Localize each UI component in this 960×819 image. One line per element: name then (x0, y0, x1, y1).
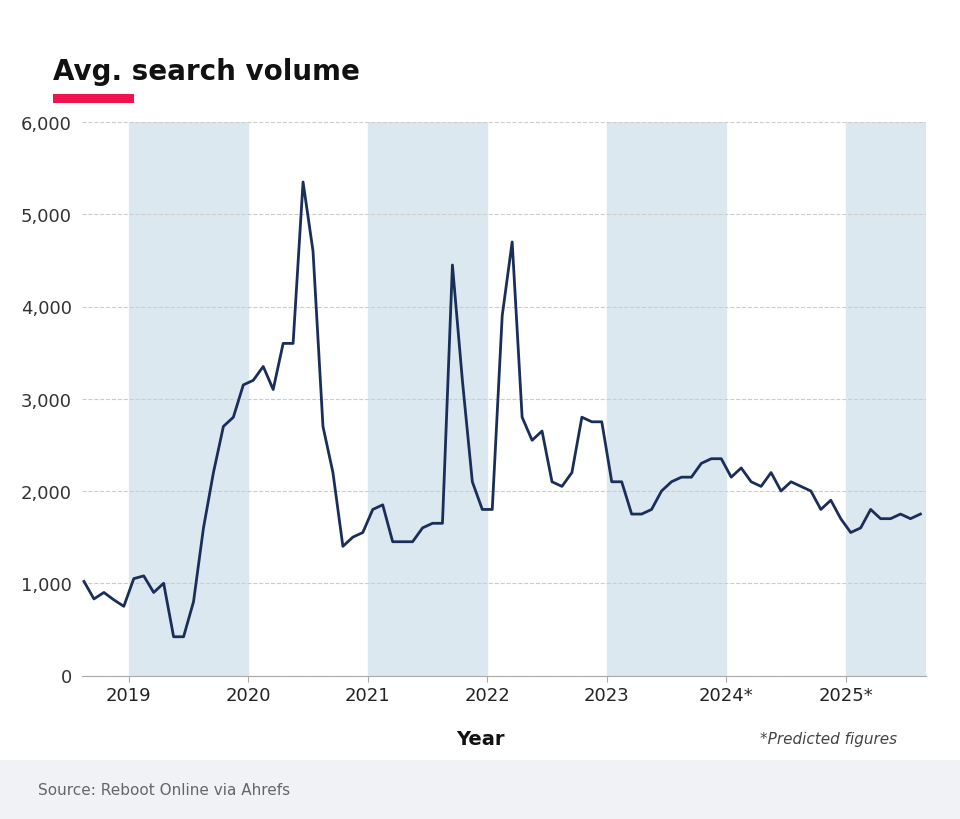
Polygon shape (864, 788, 891, 811)
Bar (607, 123, 727, 676)
Bar (368, 123, 488, 676)
Text: Year: Year (456, 729, 504, 749)
Text: Source: Reboot Online via Ahrefs: Source: Reboot Online via Ahrefs (38, 782, 291, 797)
Bar (129, 123, 249, 676)
Text: Avg. search volume: Avg. search volume (53, 58, 360, 86)
Polygon shape (881, 770, 917, 798)
Bar (846, 123, 926, 676)
Text: *Predicted figures: *Predicted figures (760, 731, 898, 746)
FancyBboxPatch shape (856, 764, 924, 817)
